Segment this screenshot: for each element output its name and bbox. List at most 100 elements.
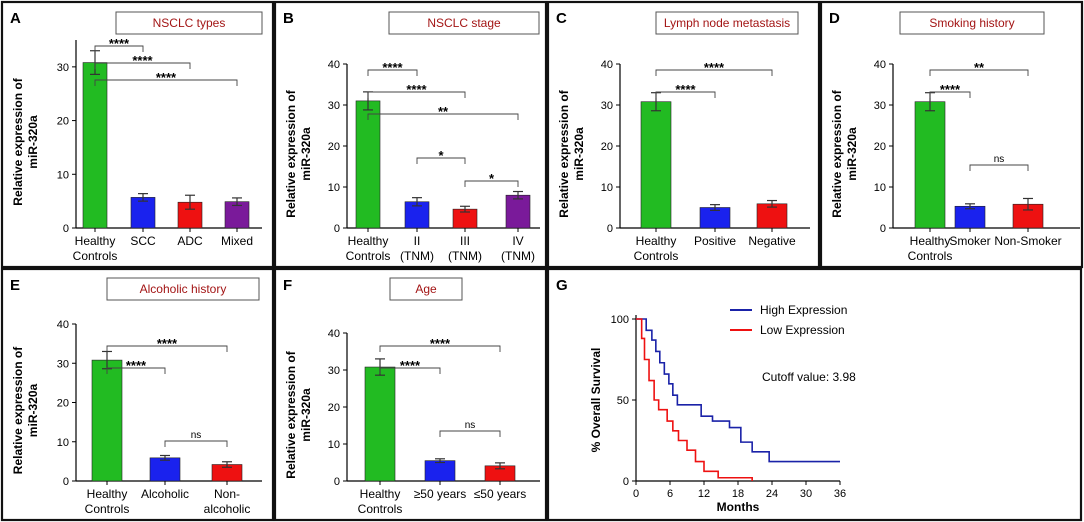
bar	[130, 197, 156, 229]
panel-letter: G	[556, 277, 568, 294]
y-tick-label: 0	[880, 223, 886, 235]
panel-frame	[0, 267, 275, 522]
panel-frame	[546, 267, 1083, 522]
panel-letter: D	[829, 10, 840, 27]
x-tick-label: 6	[667, 488, 673, 500]
significance-label: ****	[940, 82, 961, 97]
y-axis-label-line: Relative expression of	[284, 350, 298, 478]
bar	[640, 101, 672, 229]
y-axis-label: Relative expression ofmiR-320a	[11, 346, 40, 474]
significance-bracket	[655, 91, 716, 98]
significance-bracket	[655, 69, 773, 76]
y-tick-label: 20	[601, 141, 613, 153]
bar	[91, 359, 123, 482]
category-label: Smoker	[949, 234, 990, 248]
significance-bracket	[367, 113, 519, 120]
significance-bracket	[929, 91, 971, 98]
legend-label: Low Expression	[760, 323, 845, 337]
chart-title: Alcoholic history	[140, 282, 227, 296]
significance-bracket	[367, 91, 466, 98]
x-tick-label: 30	[800, 488, 812, 500]
bar	[954, 205, 986, 229]
y-tick-label: 0	[607, 223, 613, 235]
category-label: Controls	[346, 249, 391, 263]
chart-title: Smoking history	[929, 16, 1014, 30]
significance-label: ns	[191, 430, 202, 441]
x-tick-label: 0	[633, 488, 639, 500]
category-label: Non-Smoker	[994, 234, 1061, 248]
y-axis-label-line: miR-320a	[845, 127, 859, 181]
bar	[82, 62, 108, 229]
category-label: Healthy	[910, 234, 951, 248]
category-label: (TNM)	[400, 249, 434, 263]
chart-title: NSCLC types	[153, 16, 226, 30]
y-axis-label-line: miR-320a	[572, 127, 586, 181]
significance-label: **	[438, 104, 449, 119]
survival-curve-low	[636, 318, 753, 481]
bar	[505, 194, 531, 229]
panel-F: F Age 0 10 20 30 40 Relative expression ofmiR-3…	[273, 267, 548, 522]
significance-bracket	[94, 45, 144, 52]
y-tick-label: 30	[57, 62, 69, 74]
significance-bracket	[969, 164, 1029, 171]
category-label: Healthy	[87, 487, 128, 501]
category-label: ADC	[177, 234, 203, 248]
survival-curve-high	[636, 318, 840, 463]
title-box	[106, 277, 260, 301]
significance-bracket	[106, 345, 228, 352]
title-box	[115, 11, 263, 35]
bar	[364, 366, 396, 482]
y-tick-label: 40	[601, 59, 613, 71]
panel-letter: C	[556, 10, 567, 27]
category-label: (TNM)	[501, 249, 535, 263]
y-tick-label: 40	[328, 59, 340, 71]
significance-bracket	[464, 180, 519, 187]
y-tick-label: 20	[328, 402, 340, 414]
y-tick-label: 10	[57, 437, 69, 449]
chart-title: NSCLC stage	[427, 16, 501, 30]
y-tick-label: 0	[63, 476, 69, 488]
panel-letter: E	[10, 277, 20, 294]
y-tick-label: 10	[57, 169, 69, 181]
category-label: Healthy	[360, 487, 401, 501]
y-tick-label: 40	[874, 59, 886, 71]
panel-frame	[273, 0, 548, 269]
significance-label: ****	[109, 36, 130, 51]
y-tick-label: 20	[57, 116, 69, 128]
panel-G: G 0 50 100 0 6 12 18 24 30 36 Months % Overall Survi…	[546, 267, 1083, 522]
category-label: IV	[512, 234, 523, 248]
category-label: ≤50 years	[474, 487, 527, 501]
x-tick-label: 12	[698, 488, 710, 500]
significance-bracket	[94, 79, 238, 86]
y-axis-label: Relative expression ofmiR-320a	[557, 89, 586, 217]
y-tick-label: 40	[328, 328, 340, 340]
significance-bracket	[379, 345, 501, 352]
y-axis-label: Relative expression ofmiR-320a	[284, 89, 313, 217]
category-label: SCC	[130, 234, 156, 248]
y-axis-label: Relative expression ofmiR-320a	[284, 350, 313, 478]
significance-label: ****	[406, 82, 427, 97]
y-tick-label: 40	[57, 319, 69, 331]
x-tick-label: 24	[766, 488, 778, 500]
panel-B: B NSCLC stage 0 10 20 30 40 Relative expression…	[273, 0, 548, 269]
significance-label: ****	[430, 336, 451, 351]
y-axis-label-line: miR-320a	[299, 388, 313, 442]
y-tick-label: 30	[328, 100, 340, 112]
bar	[424, 460, 456, 482]
significance-label: *	[438, 148, 444, 163]
y-tick-label: 30	[57, 358, 69, 370]
significance-bracket	[379, 367, 441, 374]
category-label: Healthy	[636, 234, 677, 248]
title-box	[388, 11, 540, 35]
category-label: Positive	[694, 234, 736, 248]
legend-label: High Expression	[760, 303, 847, 317]
bar	[149, 457, 181, 482]
y-axis-label: % Overall Survival	[589, 348, 603, 453]
y-tick-label: 100	[611, 314, 629, 326]
y-tick-label: 10	[328, 439, 340, 451]
significance-bracket	[94, 62, 191, 69]
y-tick-label: 30	[874, 100, 886, 112]
category-label: Mixed	[221, 234, 253, 248]
panel-D: D Smoking history 0 10 20 30 40 Relative expres…	[819, 0, 1084, 269]
